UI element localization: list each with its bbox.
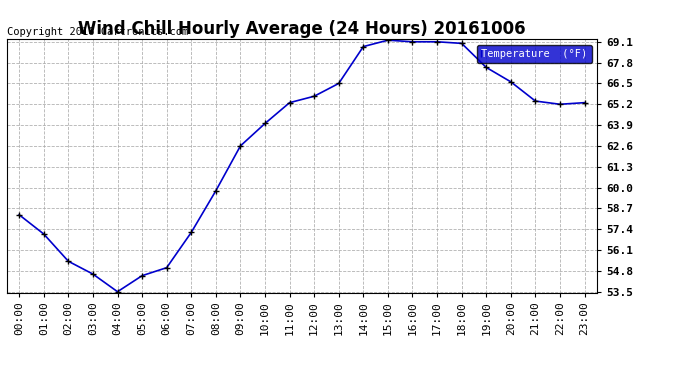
Title: Wind Chill Hourly Average (24 Hours) 20161006: Wind Chill Hourly Average (24 Hours) 201… bbox=[78, 20, 526, 38]
Text: Copyright 2016 Cartronics.com: Copyright 2016 Cartronics.com bbox=[7, 27, 188, 37]
Legend: Temperature  (°F): Temperature (°F) bbox=[477, 45, 591, 63]
